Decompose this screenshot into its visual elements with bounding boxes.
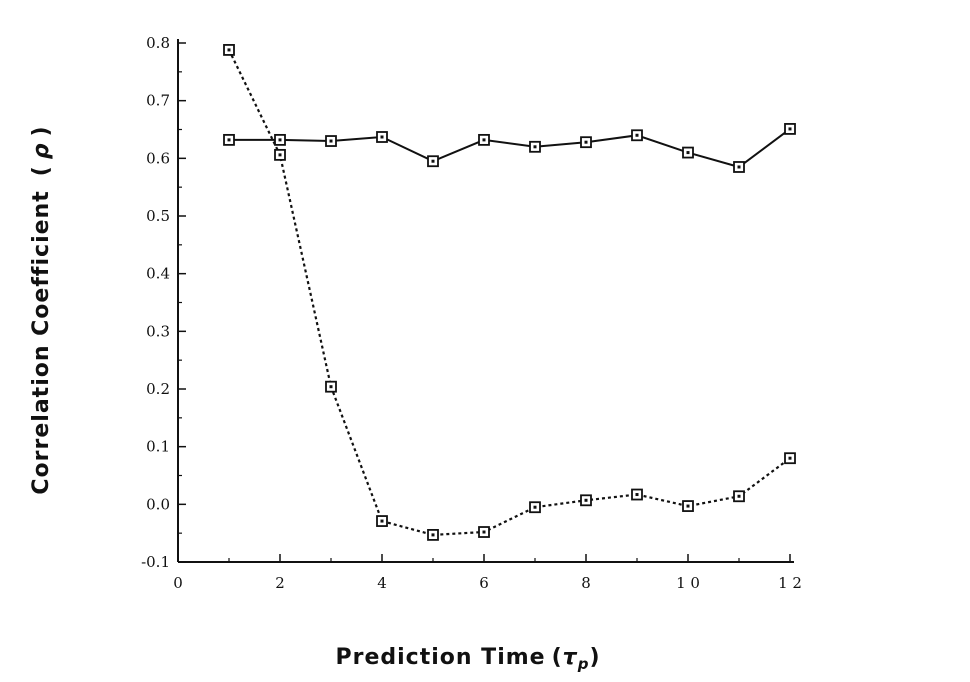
data-point-center	[584, 498, 588, 502]
y-tick-label: 0.6	[146, 149, 170, 167]
data-point-center	[278, 138, 282, 142]
y-axis-symbol: ρ	[29, 142, 54, 159]
x-axis-label: Prediction Time	[335, 645, 545, 670]
data-point-center	[380, 519, 384, 523]
x-tick-label: 6	[479, 574, 489, 592]
data-point-center	[788, 127, 792, 131]
y-tick-label: 0.2	[146, 380, 170, 398]
data-point-center	[533, 145, 537, 149]
data-point-center	[635, 133, 639, 137]
y-tick-label: 0.3	[146, 322, 170, 340]
y-tick-label: -0.1	[141, 553, 170, 571]
x-axis-subscript: p	[577, 655, 590, 673]
x-tick-label: 2	[275, 574, 285, 592]
data-point-center	[278, 153, 282, 157]
data-point-center	[686, 151, 690, 155]
y-axis-label: Correlation Coefficient	[29, 190, 54, 494]
x-tick-label: 1 2	[778, 574, 802, 592]
data-point-center	[533, 505, 537, 509]
series-line-dotted	[228, 49, 791, 537]
svg-text:Prediction Time(τp): Prediction Time (τp)	[335, 645, 600, 673]
x-tick-label: 8	[581, 574, 591, 592]
data-point-center	[584, 140, 588, 144]
data-point-center	[635, 493, 639, 497]
data-point-center	[482, 138, 486, 142]
y-tick-label: 0.1	[146, 438, 170, 456]
y-tick-label: 0.7	[146, 92, 170, 110]
y-tick-label: 0.4	[146, 265, 170, 283]
x-tick-label: 4	[377, 574, 387, 592]
data-point-center	[227, 48, 231, 52]
y-axis-title: Correlation Coefficient(ρ)	[29, 125, 54, 494]
data-point-center	[380, 135, 384, 139]
svg-text:Correlation Coefficient(ρ): Correlation Coefficient(ρ)	[29, 125, 54, 494]
x-tick-label: 0	[173, 574, 183, 592]
y-tick-label: 0.5	[146, 207, 170, 225]
y-tick-label: 0.0	[146, 495, 170, 513]
x-tick-label: 1 0	[676, 574, 700, 592]
data-point-center	[329, 385, 333, 389]
data-point-center	[431, 533, 435, 537]
series-line-solid	[229, 128, 791, 169]
series-layer	[223, 44, 796, 541]
data-point-center	[686, 504, 690, 508]
x-axis-title: Prediction Time (τp)	[335, 645, 600, 673]
data-point-center	[788, 456, 792, 460]
data-point-center	[482, 530, 486, 534]
data-point-center	[227, 138, 231, 142]
data-point-center	[431, 159, 435, 163]
x-axis-symbol: τ	[563, 645, 578, 670]
data-point-center	[737, 165, 741, 169]
data-point-center	[737, 494, 741, 498]
y-tick-label: 0.8	[146, 34, 170, 52]
data-point-center	[329, 139, 333, 143]
